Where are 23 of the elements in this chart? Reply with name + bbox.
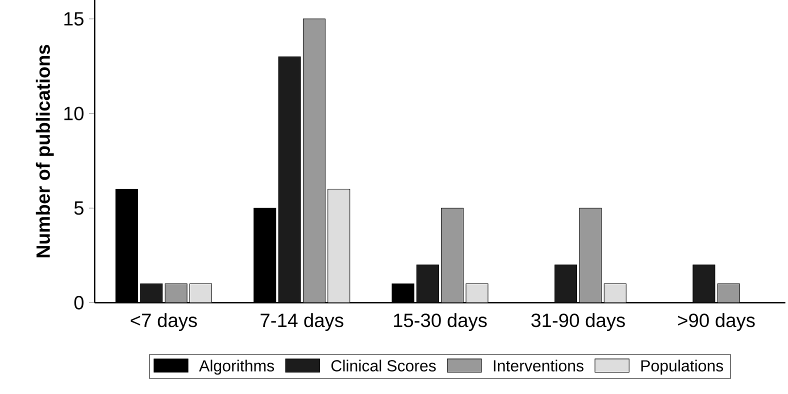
legend-label: Clinical Scores [331, 360, 436, 372]
legend-label: Populations [641, 360, 724, 375]
legend-label: Interventions [494, 360, 584, 372]
x-tick-label: 15-30 days [394, 313, 487, 331]
bar [604, 283, 626, 303]
bar [466, 283, 488, 303]
bar [189, 283, 212, 303]
y-tick-label: 5 [74, 201, 84, 215]
bar [441, 208, 464, 303]
bar [164, 283, 188, 303]
bar [579, 208, 602, 303]
x-tick-label: >90 days [678, 313, 755, 331]
y-tick-label: 0 [74, 296, 84, 310]
x-tick-label: 31-90 days [531, 313, 625, 331]
y-axis-title: Number of publications [36, 44, 54, 258]
x-tick-label: 7-14 days [260, 313, 344, 331]
legend-label: Algorithms [199, 360, 274, 375]
y-tick-label: 10 [64, 106, 84, 120]
bar [717, 283, 740, 303]
y-tick-label: 15 [64, 12, 84, 26]
bar [328, 188, 350, 303]
bar [302, 18, 326, 303]
x-tick-label: <7 days [130, 313, 197, 331]
